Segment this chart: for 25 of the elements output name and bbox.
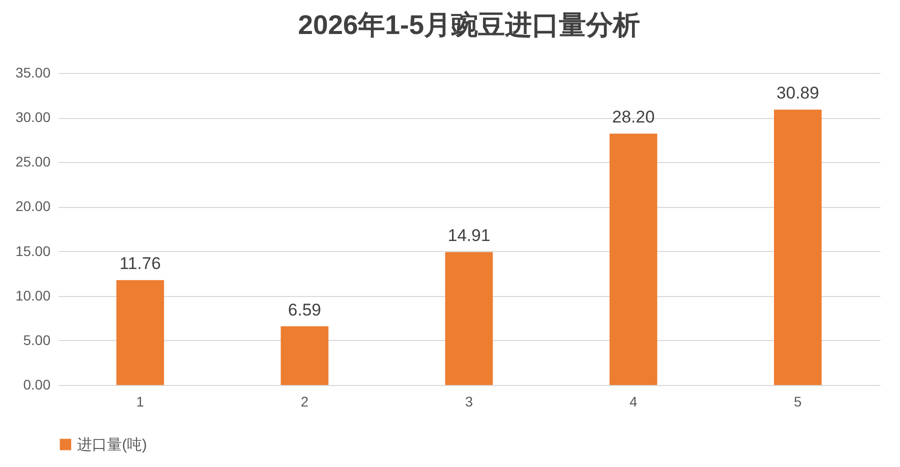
y-tick-label: 5.00	[23, 332, 51, 348]
y-tick-label: 30.00	[15, 109, 51, 126]
bar	[445, 252, 493, 385]
y-tick-label: 10.00	[15, 287, 51, 304]
data-label: 30.89	[776, 84, 820, 103]
bar	[280, 326, 328, 385]
data-label: 14.91	[448, 226, 490, 246]
y-tick-label: 15.00	[15, 242, 51, 259]
bar	[116, 280, 164, 385]
y-tick-label: 0.00	[23, 376, 51, 392]
data-label: 28.20	[612, 108, 655, 127]
x-tick-label: 5	[794, 394, 802, 410]
x-tick-label: 1	[136, 394, 144, 410]
y-tick-label: 20.00	[15, 198, 51, 214]
legend-label: 进口量(吨)	[77, 436, 147, 454]
bar	[774, 110, 822, 385]
x-tick-label: 2	[300, 394, 309, 410]
data-label: 11.76	[120, 254, 161, 274]
bar	[610, 134, 658, 385]
y-tick-label: 35.00	[15, 64, 51, 80]
chart-title: 2026年1-5月豌豆进口量分析	[298, 10, 640, 40]
x-tick-label: 4	[630, 394, 638, 410]
y-tick-label: 25.00	[15, 154, 51, 170]
x-tick-label: 3	[465, 394, 474, 410]
data-label: 6.59	[288, 300, 322, 320]
